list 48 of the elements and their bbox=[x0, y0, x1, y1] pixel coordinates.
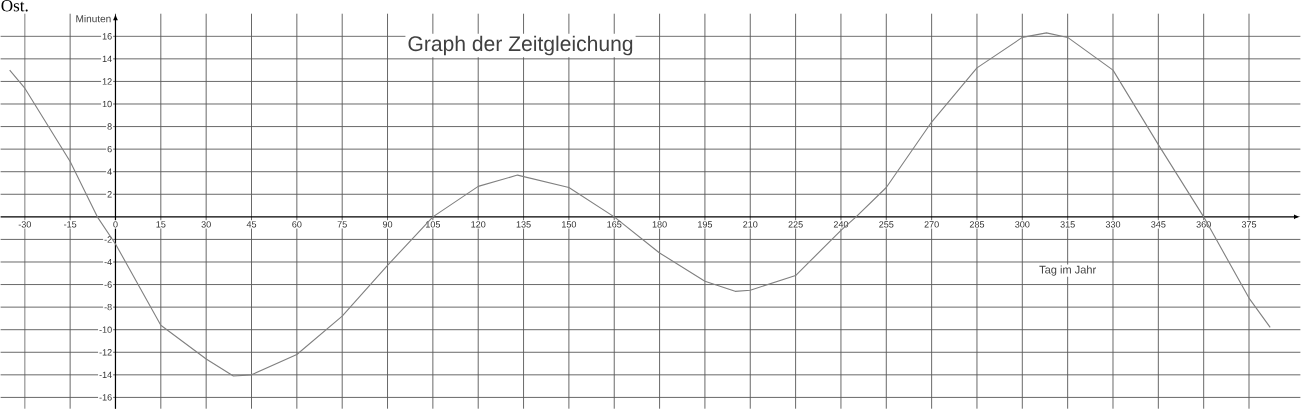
x-tick-label: 255 bbox=[879, 221, 894, 228]
x-tick-label: 330 bbox=[1105, 221, 1121, 228]
y-tick-label: -4 bbox=[104, 258, 112, 265]
x-tick-label: 90 bbox=[382, 221, 393, 228]
y-tick-label: 16 bbox=[102, 32, 112, 40]
x-tick-label: 195 bbox=[698, 221, 713, 228]
y-tick-label: -6 bbox=[104, 281, 112, 288]
x-tick-label: 240 bbox=[833, 221, 849, 228]
x-tick-label: 300 bbox=[1015, 221, 1030, 228]
x-tick-label: 345 bbox=[1151, 221, 1166, 228]
text: Graph der Zeitgleichung bbox=[408, 35, 633, 56]
x-tick-label: 120 bbox=[471, 221, 486, 228]
x-tick-label: -15 bbox=[64, 221, 77, 228]
x-tick-label: 60 bbox=[292, 221, 302, 228]
y-tick-label: -2 bbox=[104, 236, 112, 243]
x-tick-label: 0 bbox=[113, 221, 118, 228]
y-tick-label: 12 bbox=[102, 78, 112, 85]
x-tick-label: 210 bbox=[743, 221, 758, 228]
x-tick-label: -30 bbox=[18, 221, 31, 228]
y-tick-label: -14 bbox=[99, 371, 112, 378]
x-tick-label: 45 bbox=[246, 221, 257, 228]
x-tick-label: 315 bbox=[1060, 221, 1075, 228]
x-axis-title: Tag im Jahr bbox=[1039, 265, 1096, 276]
x-tick-label: 150 bbox=[562, 221, 577, 228]
y-tick-label: -12 bbox=[99, 348, 112, 356]
x-tick-label: 285 bbox=[969, 221, 985, 228]
y-tick-label: -8 bbox=[104, 303, 112, 311]
x-tick-label: 75 bbox=[337, 221, 347, 228]
text: Ost. bbox=[1, 0, 28, 12]
y-tick-label: -10 bbox=[99, 326, 112, 333]
x-tick-label: 225 bbox=[788, 221, 803, 228]
x-tick-label: 375 bbox=[1241, 221, 1257, 228]
x-tick-label: 270 bbox=[924, 221, 939, 228]
x-tick-label: 30 bbox=[201, 221, 211, 228]
y-tick-label: 14 bbox=[102, 55, 112, 62]
y-tick-label: 10 bbox=[102, 100, 112, 108]
x-tick-label: 105 bbox=[426, 221, 441, 228]
x-tick-label: 360 bbox=[1196, 221, 1211, 228]
y-axis-title: Minuten bbox=[76, 14, 111, 23]
y-tick-label: -16 bbox=[99, 394, 112, 401]
y-tick-label: 8 bbox=[107, 123, 112, 130]
x-tick-label: 180 bbox=[652, 221, 667, 228]
x-tick-label: 15 bbox=[156, 221, 166, 228]
y-tick-label: 2 bbox=[107, 190, 112, 198]
x-tick-label: 135 bbox=[516, 221, 531, 228]
y-tick-label: 6 bbox=[107, 145, 112, 153]
y-tick-label: 4 bbox=[107, 168, 112, 175]
x-tick-label: 165 bbox=[607, 221, 622, 228]
